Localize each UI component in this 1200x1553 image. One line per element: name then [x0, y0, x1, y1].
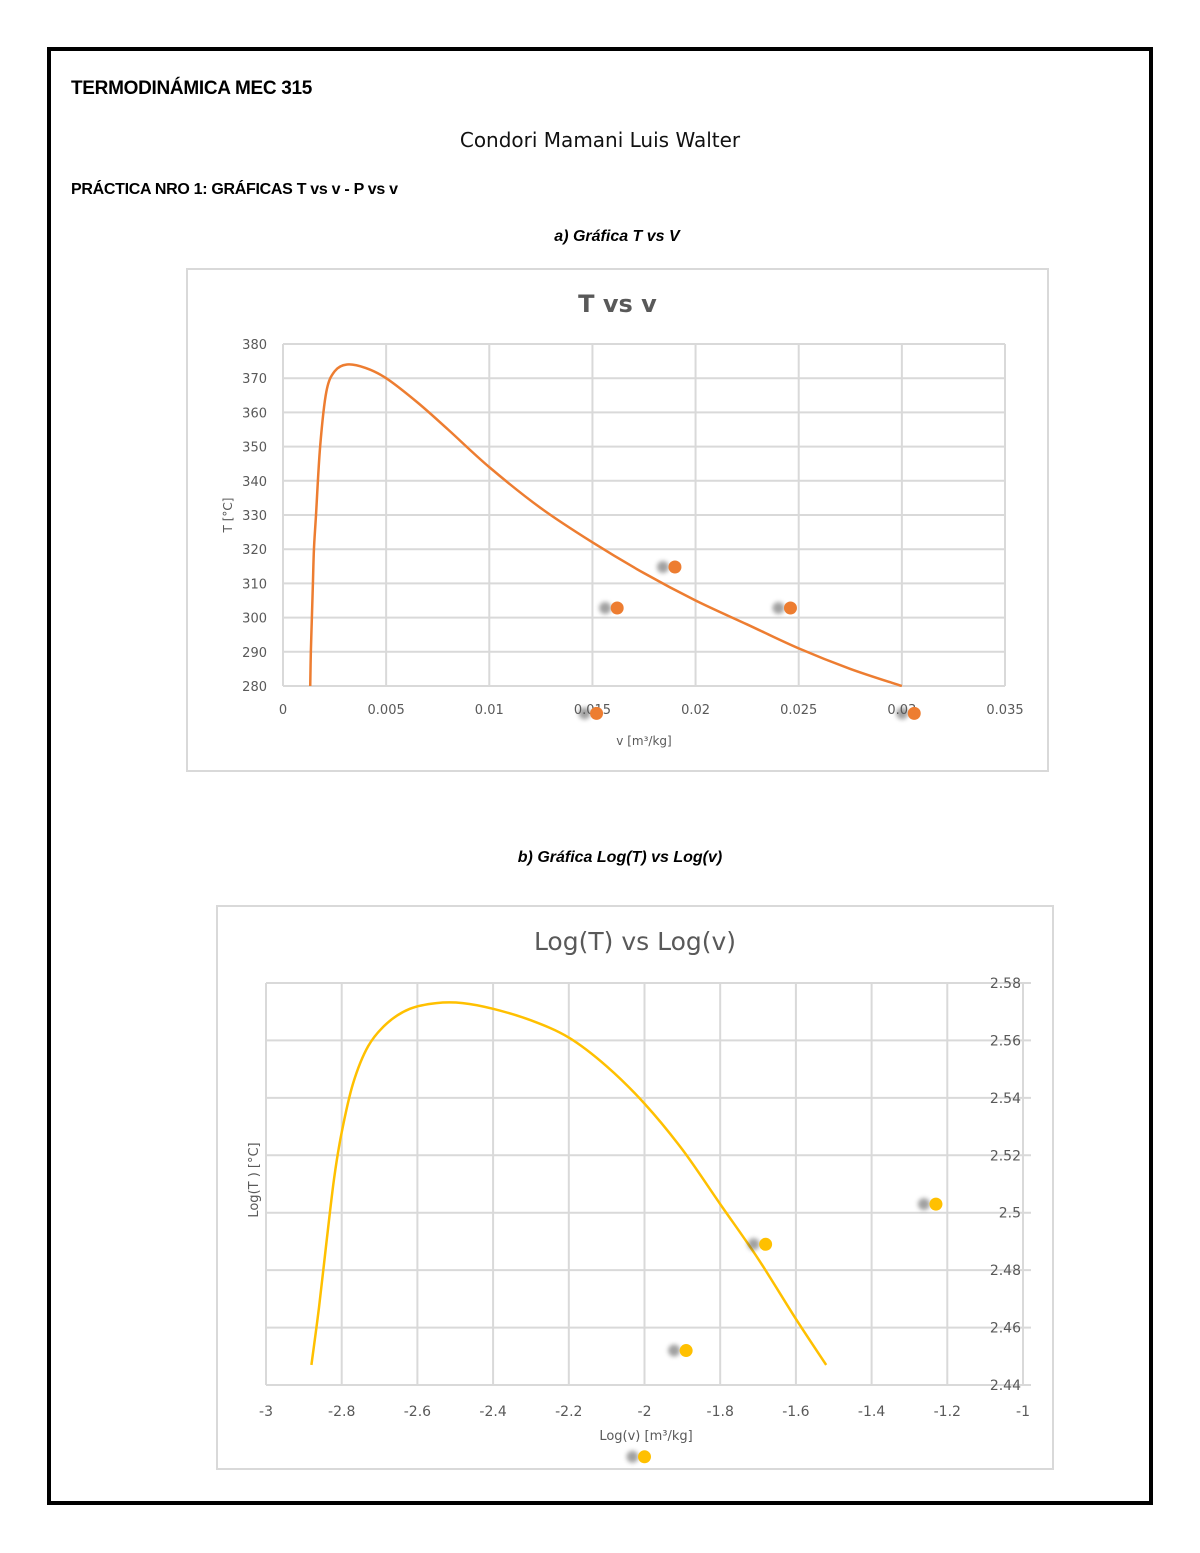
y-tick-label: 2.58	[990, 976, 1021, 992]
data-point-marker	[668, 560, 682, 574]
y-tick-label: 280	[242, 680, 267, 695]
marker-shadow	[772, 602, 785, 615]
y-axis-label: Log(T ) [°C]	[247, 1142, 262, 1217]
data-point-marker	[929, 1197, 943, 1211]
x-tick-label: -2.6	[404, 1404, 431, 1420]
y-tick-label: 2.52	[990, 1148, 1021, 1164]
y-tick-label: 2.54	[990, 1091, 1021, 1107]
x-tick-label: -1.2	[934, 1404, 961, 1420]
author-name: Condori Mamani Luis Walter	[459, 128, 741, 152]
section-a-heading: a) Gráfica T vs V	[554, 228, 680, 245]
y-axis-label: T [°C]	[221, 498, 235, 534]
x-axis-label: v [m³/kg]	[616, 734, 671, 748]
y-tick-label: 290	[242, 646, 267, 661]
y-tick-label: 2.46	[990, 1321, 1021, 1337]
data-point-marker	[590, 706, 604, 720]
data-point-marker	[783, 601, 797, 615]
y-tick-label: 2.48	[990, 1263, 1021, 1279]
y-tick-label: 340	[242, 475, 267, 490]
x-tick-label: -1	[1016, 1404, 1030, 1420]
y-tick-label: 2.44	[990, 1378, 1021, 1394]
y-tick-label: 310	[242, 577, 267, 592]
x-axis-label: Log(v) [m³/kg]	[599, 1429, 692, 1444]
marker-shadow	[668, 1344, 681, 1357]
x-tick-label: -2.4	[479, 1404, 506, 1420]
x-tick-label: 0.035	[986, 703, 1023, 718]
y-tick-label: 350	[242, 441, 267, 456]
course-title: TERMODINÁMICA MEC 315	[71, 78, 313, 99]
data-point-marker	[907, 706, 921, 720]
x-tick-label: 0.02	[681, 703, 710, 718]
y-tick-label: 300	[242, 612, 267, 627]
data-point-marker	[638, 1450, 651, 1464]
y-tick-label: 330	[242, 509, 267, 524]
chart-t-vs-v-plot: 00.0050.010.0150.020.0250.030.0353803703…	[221, 338, 1024, 748]
y-tick-label: 380	[242, 338, 267, 353]
data-point-marker	[610, 601, 624, 615]
x-tick-label: -3	[259, 1404, 273, 1420]
data-point-marker	[679, 1344, 693, 1358]
marker-shadow	[656, 560, 669, 573]
marker-shadow	[917, 1198, 930, 1211]
chart-t-vs-v: T vs v	[186, 268, 1049, 772]
x-tick-label: 0.01	[475, 703, 504, 718]
section-b-heading: b) Gráfica Log(T) vs Log(v)	[517, 849, 723, 866]
series-line	[308, 363, 903, 688]
y-tick-label: 370	[242, 372, 267, 387]
y-tick-label: 2.56	[990, 1033, 1021, 1049]
x-tick-label: -2.8	[328, 1404, 355, 1420]
chart-title: T vs v	[578, 290, 657, 318]
x-tick-label: -2	[638, 1404, 652, 1420]
y-tick-label: 360	[242, 406, 267, 421]
marker-shadow	[896, 707, 909, 720]
chart-logt-vs-logv: Log(T) vs Log(v)	[216, 905, 1054, 1470]
x-tick-label: -1.8	[707, 1404, 734, 1420]
data-point-marker	[759, 1237, 773, 1251]
x-tick-label: -1.4	[858, 1404, 885, 1420]
page-border	[47, 47, 1153, 1505]
x-tick-label: -2.2	[555, 1404, 582, 1420]
x-tick-label: -1.6	[782, 1404, 809, 1420]
marker-shadow	[599, 602, 612, 615]
chart-title: Log(T) vs Log(v)	[533, 927, 737, 956]
practice-title: PRÁCTICA NRO 1: GRÁFICAS T vs v - P vs v	[71, 181, 398, 198]
x-tick-label: 0.025	[780, 703, 817, 718]
x-tick-label: 0.005	[368, 703, 405, 718]
marker-shadow	[626, 1450, 639, 1463]
marker-shadow	[747, 1238, 760, 1251]
y-tick-label: 2.5	[999, 1206, 1021, 1222]
x-tick-label: 0	[279, 703, 287, 718]
series-line	[310, 1001, 828, 1366]
y-tick-label: 320	[242, 543, 267, 558]
marker-shadow	[578, 707, 591, 720]
